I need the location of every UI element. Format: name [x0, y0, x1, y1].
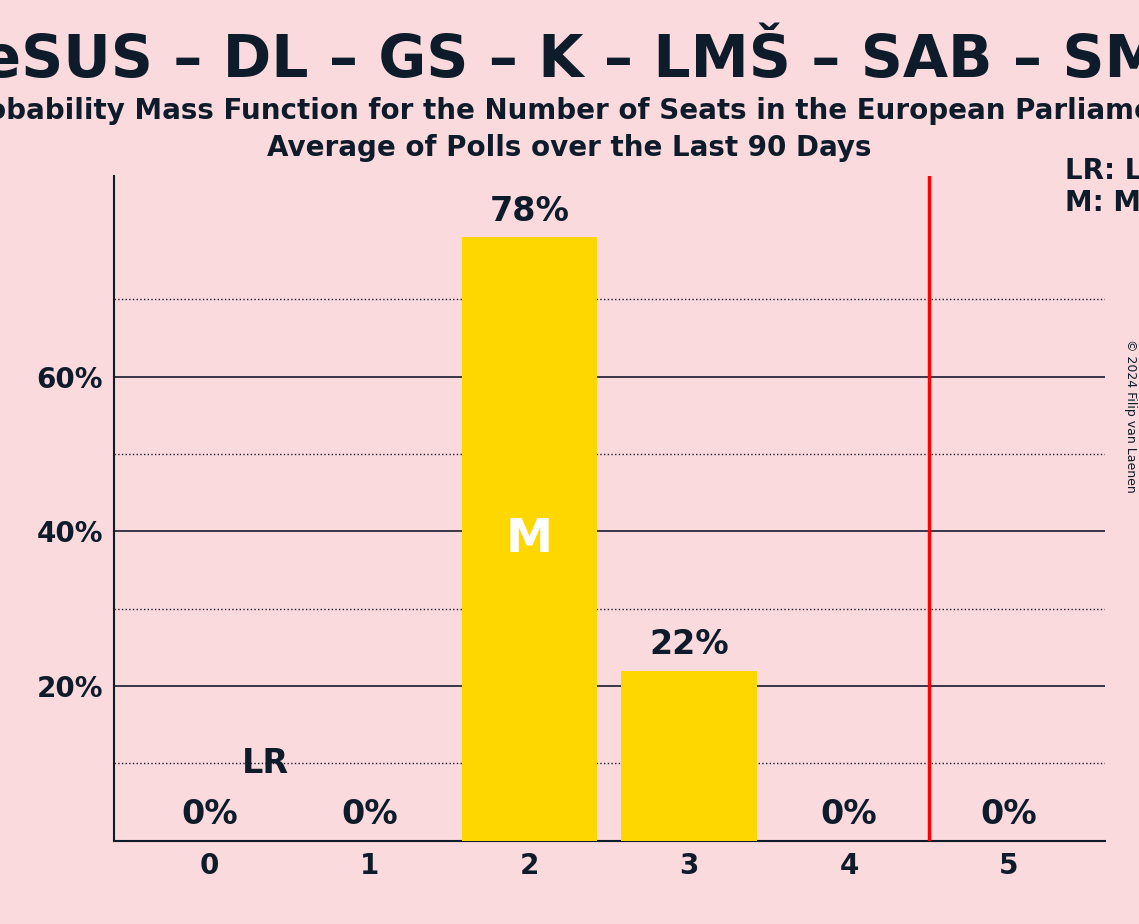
Text: 78%: 78%: [490, 195, 570, 228]
Text: 0%: 0%: [821, 797, 877, 831]
Text: LR: Last Result: LR: Last Result: [1065, 157, 1139, 185]
Text: Average of Polls over the Last 90 Days: Average of Polls over the Last 90 Days: [268, 134, 871, 162]
Text: 0%: 0%: [981, 797, 1038, 831]
Text: Probability Mass Function for the Number of Seats in the European Parliament: Probability Mass Function for the Number…: [0, 97, 1139, 125]
Text: 22%: 22%: [649, 628, 729, 662]
Text: M: M: [506, 517, 552, 562]
Text: M: Median: M: Median: [1065, 189, 1139, 217]
Text: DeSUS – DL – GS – K – LMŠ – SAB – SMC: DeSUS – DL – GS – K – LMŠ – SAB – SMC: [0, 32, 1139, 90]
Text: LR: LR: [241, 747, 289, 780]
Text: 0%: 0%: [181, 797, 238, 831]
Text: 0%: 0%: [342, 797, 398, 831]
Text: © 2024 Filip van Laenen: © 2024 Filip van Laenen: [1124, 339, 1137, 492]
Bar: [622, 671, 757, 841]
Bar: [461, 237, 597, 841]
